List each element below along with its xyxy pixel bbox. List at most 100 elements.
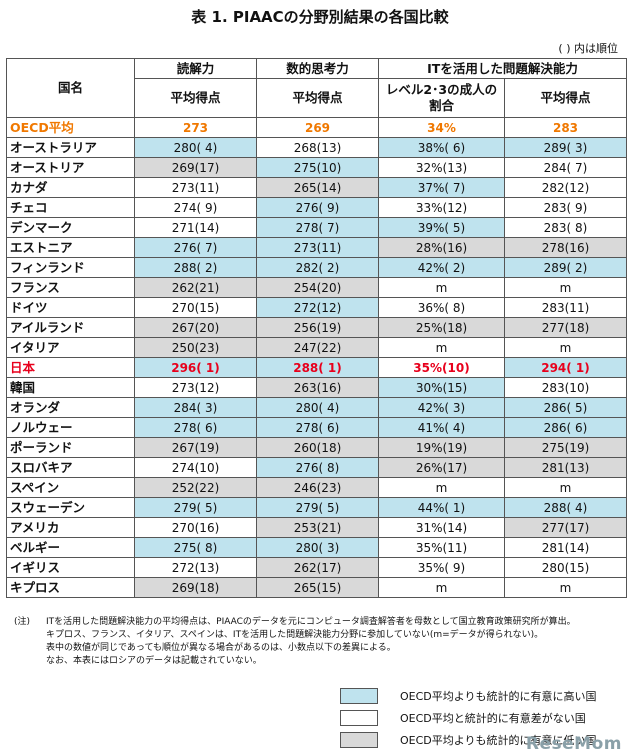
- it-level-ratio: 33%(12): [378, 197, 505, 218]
- country-name: アイルランド: [6, 317, 135, 338]
- country-name: OECD平均: [6, 117, 135, 138]
- reading-score: 274( 9): [134, 197, 257, 218]
- header-country: 国名: [6, 58, 135, 118]
- header-reading-avg: 平均得点: [134, 78, 257, 118]
- table-row: OECD平均 273 269 34% 283: [6, 117, 627, 138]
- reading-score: 267(19): [134, 437, 257, 458]
- numeracy-score: 278( 7): [256, 217, 379, 238]
- table-row: アイルランド 267(20) 256(19) 25%(18) 277(18): [6, 317, 627, 338]
- numeracy-score: 262(17): [256, 557, 379, 578]
- reading-score: 278( 6): [134, 417, 257, 438]
- country-name: ポーランド: [6, 437, 135, 458]
- reading-score: 267(20): [134, 317, 257, 338]
- table-title: 表 1. PIAACの分野別結果の各国比較: [191, 8, 449, 26]
- it-level-ratio: 32%(13): [378, 157, 505, 178]
- table-row: ドイツ 270(15) 272(12) 36%( 8) 283(11): [6, 297, 627, 318]
- numeracy-score: 247(22): [256, 337, 379, 358]
- reading-score: 274(10): [134, 457, 257, 478]
- numeracy-score: 253(21): [256, 517, 379, 538]
- it-score: m: [504, 477, 627, 498]
- country-name: ベルギー: [6, 537, 135, 558]
- numeracy-score: 268(13): [256, 137, 379, 158]
- table-row: スロバキア 274(10) 276( 8) 26%(17) 281(13): [6, 457, 627, 478]
- numeracy-score: 282( 2): [256, 257, 379, 278]
- country-name: イタリア: [6, 337, 135, 358]
- it-score: 286( 5): [504, 397, 627, 418]
- it-level-ratio: m: [378, 477, 505, 498]
- legend-item-higher: OECD平均よりも統計的に有意に高い国: [340, 688, 597, 704]
- it-score: 278(16): [504, 237, 627, 258]
- it-score: 294( 1): [504, 357, 627, 378]
- numeracy-score: 254(20): [256, 277, 379, 298]
- note-line: 表中の数値が同じであっても順位が異なる場合があるのは、小数点以下の差異による。: [46, 643, 396, 653]
- country-name: オーストリア: [6, 157, 135, 178]
- table-row: フィンランド 288( 2) 282( 2) 42%( 2) 289( 2): [6, 257, 627, 278]
- country-name: カナダ: [6, 177, 135, 198]
- it-score: 283( 8): [504, 217, 627, 238]
- reading-score: 273(11): [134, 177, 257, 198]
- country-name: 日本: [6, 357, 135, 378]
- it-score: m: [504, 577, 627, 598]
- it-score: 286( 6): [504, 417, 627, 438]
- note-line: なお、本表にはロシアのデータは記載されていない。: [46, 656, 262, 666]
- table-row: 韓国 273(12) 263(16) 30%(15) 283(10): [6, 377, 627, 398]
- numeracy-score: 269: [256, 117, 379, 138]
- it-level-ratio: 31%(14): [378, 517, 505, 538]
- country-name: エストニア: [6, 237, 135, 258]
- legend-item-lower: OECD平均よりも統計的に有意に低い国: [340, 732, 597, 748]
- it-level-ratio: 35%(10): [378, 357, 505, 378]
- it-score: 283: [504, 117, 627, 138]
- numeracy-score: 280( 3): [256, 537, 379, 558]
- it-level-ratio: 19%(19): [378, 437, 505, 458]
- legend-label: OECD平均よりも統計的に有意に高い国: [400, 690, 597, 703]
- numeracy-score: 280( 4): [256, 397, 379, 418]
- numeracy-score: 272(12): [256, 297, 379, 318]
- table-row: アメリカ 270(16) 253(21) 31%(14) 277(17): [6, 517, 627, 538]
- it-level-ratio: 35%(11): [378, 537, 505, 558]
- it-level-ratio: 26%(17): [378, 457, 505, 478]
- table-row: オランダ 284( 3) 280( 4) 42%( 3) 286( 5): [6, 397, 627, 418]
- numeracy-score: 276( 8): [256, 457, 379, 478]
- country-name: フランス: [6, 277, 135, 298]
- it-score: 289( 3): [504, 137, 627, 158]
- table-row: フランス 262(21) 254(20) m m: [6, 277, 627, 298]
- it-level-ratio: 42%( 2): [378, 257, 505, 278]
- reading-score: 273: [134, 117, 257, 138]
- notes: (注) ITを活用した問題解決能力の平均得点は、PIAACのデータを元にコンピュ…: [14, 616, 624, 668]
- notes-label: (注): [14, 617, 31, 627]
- table-row: ベルギー 275( 8) 280( 3) 35%(11) 281(14): [6, 537, 627, 558]
- it-score: 277(17): [504, 517, 627, 538]
- reading-score: 296( 1): [134, 357, 257, 378]
- rank-note: ( ) 内は順位: [558, 42, 618, 55]
- table-row: ノルウェー 278( 6) 278( 6) 41%( 4) 286( 6): [6, 417, 627, 438]
- table-row: オーストリア 269(17) 275(10) 32%(13) 284( 7): [6, 157, 627, 178]
- country-name: デンマーク: [6, 217, 135, 238]
- table-row: デンマーク 271(14) 278( 7) 39%( 5) 283( 8): [6, 217, 627, 238]
- legend-swatch-gray: [340, 732, 378, 748]
- table-row: キプロス 269(18) 265(15) m m: [6, 577, 627, 598]
- reading-score: 279( 5): [134, 497, 257, 518]
- table-row: イギリス 272(13) 262(17) 35%( 9) 280(15): [6, 557, 627, 578]
- reading-score: 272(13): [134, 557, 257, 578]
- country-name: アメリカ: [6, 517, 135, 538]
- country-name: スロバキア: [6, 457, 135, 478]
- numeracy-score: 278( 6): [256, 417, 379, 438]
- it-score: 275(19): [504, 437, 627, 458]
- header-it-level: レベル2･3の成人の割合: [378, 78, 505, 118]
- reading-score: 270(16): [134, 517, 257, 538]
- it-level-ratio: m: [378, 277, 505, 298]
- reading-score: 275( 8): [134, 537, 257, 558]
- it-level-ratio: 41%( 4): [378, 417, 505, 438]
- it-score: 289( 2): [504, 257, 627, 278]
- note-line: キプロス、フランス、イタリア、スペインは、ITを活用した問題解決能力分野に参加し…: [46, 630, 544, 640]
- country-name: 韓国: [6, 377, 135, 398]
- reading-score: 288( 2): [134, 257, 257, 278]
- table-row: エストニア 276( 7) 273(11) 28%(16) 278(16): [6, 237, 627, 258]
- country-name: イギリス: [6, 557, 135, 578]
- table-row: スウェーデン 279( 5) 279( 5) 44%( 1) 288( 4): [6, 497, 627, 518]
- it-score: 283(11): [504, 297, 627, 318]
- numeracy-score: 276( 9): [256, 197, 379, 218]
- legend-label: OECD平均と統計的に有意差がない国: [400, 712, 586, 725]
- it-level-ratio: 35%( 9): [378, 557, 505, 578]
- table-row: スペイン 252(22) 246(23) m m: [6, 477, 627, 498]
